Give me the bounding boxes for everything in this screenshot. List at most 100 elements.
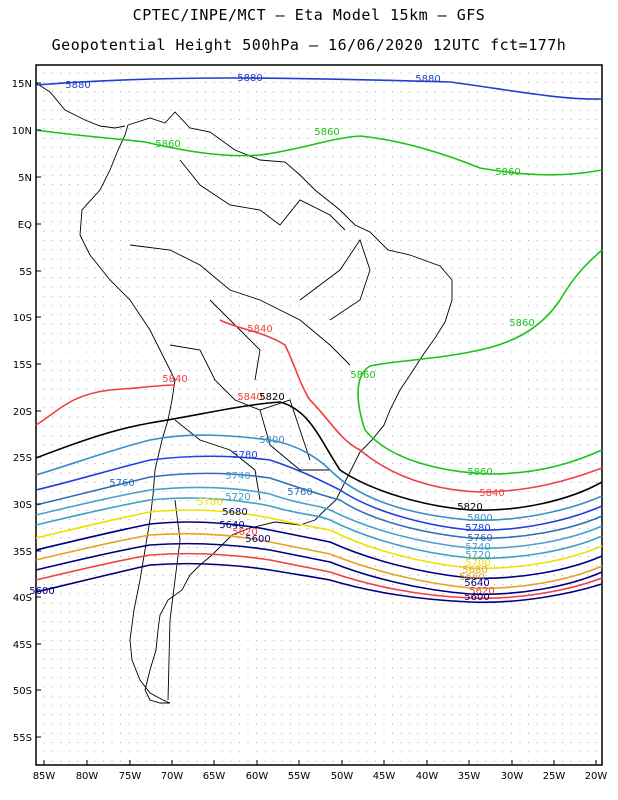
grid-dot (323, 742, 326, 744)
grid-dot (85, 732, 88, 734)
grid-dot (544, 100, 547, 102)
grid-dot (187, 695, 190, 697)
latitude-label: 40S (13, 593, 32, 604)
grid-dot (587, 379, 589, 381)
grid-dot (60, 611, 62, 613)
grid-dot (51, 379, 54, 381)
grid-dot (102, 239, 105, 241)
grid-dot (536, 751, 538, 753)
grid-dot (434, 518, 436, 520)
grid-dot (221, 397, 224, 400)
grid-dot (51, 490, 54, 493)
grid-dot (255, 658, 258, 660)
grid-dot (60, 146, 62, 148)
grid-dot (179, 463, 181, 465)
grid-dot (196, 704, 198, 706)
grid-dot (289, 658, 292, 660)
grid-dot (315, 472, 317, 474)
grid-dot (451, 425, 453, 427)
grid-dot (578, 537, 581, 539)
grid-dot (128, 723, 130, 725)
grid-dot (536, 332, 538, 334)
grid-dot (43, 156, 45, 158)
grid-dot (111, 407, 113, 409)
grid-dot (298, 286, 300, 288)
grid-dot (434, 751, 436, 753)
grid-dot (102, 230, 105, 232)
grid-dot (383, 174, 385, 176)
grid-dot (94, 574, 96, 576)
grid-dot (119, 370, 122, 372)
grid-dot (85, 295, 88, 297)
grid-dot (595, 295, 598, 297)
grid-dot (68, 397, 71, 400)
grid-dot (578, 286, 581, 288)
grid-dot (111, 314, 113, 316)
grid-dot (502, 221, 504, 223)
grid-dot (289, 360, 292, 362)
grid-dot (570, 221, 572, 223)
grid-dot (213, 528, 215, 530)
grid-dot (340, 314, 343, 316)
grid-dot (485, 732, 487, 734)
grid-dot (119, 397, 122, 400)
grid-dot (519, 407, 521, 409)
grid-dot (264, 593, 266, 595)
grid-dot (272, 174, 275, 176)
grid-dot (51, 239, 54, 241)
grid-dot (434, 156, 436, 158)
grid-dot (77, 249, 79, 251)
grid-dot (187, 342, 190, 344)
grid-dot (519, 230, 521, 232)
grid-dot (272, 304, 275, 307)
grid-dot (366, 184, 368, 186)
grid-dot (60, 714, 62, 716)
grid-dot (417, 118, 419, 121)
grid-dot (162, 416, 164, 418)
grid-dot (383, 109, 385, 111)
grid-dot (230, 453, 232, 455)
grid-dot (136, 435, 139, 437)
grid-dot (459, 658, 462, 660)
grid-dot (502, 118, 504, 121)
grid-dot (247, 165, 249, 167)
grid-dot (383, 630, 385, 632)
grid-dot (221, 323, 224, 325)
grid-dot (510, 425, 513, 427)
grid-dot (153, 435, 156, 437)
grid-dot (553, 425, 555, 427)
contour-5760 (35, 472, 603, 540)
grid-dot (51, 118, 54, 121)
grid-dot (204, 676, 207, 679)
grid-dot (561, 304, 564, 307)
grid-dot (77, 593, 79, 595)
grid-dot (187, 407, 190, 409)
grid-dot (187, 649, 190, 651)
grid-dot (357, 221, 360, 223)
grid-dot (77, 118, 79, 121)
grid-dot (60, 723, 62, 725)
grid-dot (349, 658, 351, 660)
grid-dot (51, 295, 54, 297)
grid-dot (196, 537, 198, 539)
grid-dot (323, 546, 326, 548)
grid-dot (94, 72, 96, 74)
grid-dot (519, 267, 521, 269)
grid-dot (153, 649, 156, 651)
grid-dot (340, 249, 343, 251)
grid-dot (357, 676, 360, 679)
grid-dot (451, 230, 453, 232)
grid-dot (459, 286, 462, 288)
grid-dot (578, 546, 581, 548)
grid-dot (587, 239, 589, 241)
grid-dot (289, 472, 292, 474)
grid-dot (272, 481, 275, 483)
grid-dot (510, 611, 513, 613)
grid-dot (238, 267, 241, 269)
grid-dot (442, 676, 445, 679)
grid-dot (417, 686, 419, 688)
grid-dot (510, 118, 513, 121)
grid-dot (213, 611, 215, 613)
grid-dot (289, 704, 292, 706)
grid-dot (247, 649, 249, 651)
